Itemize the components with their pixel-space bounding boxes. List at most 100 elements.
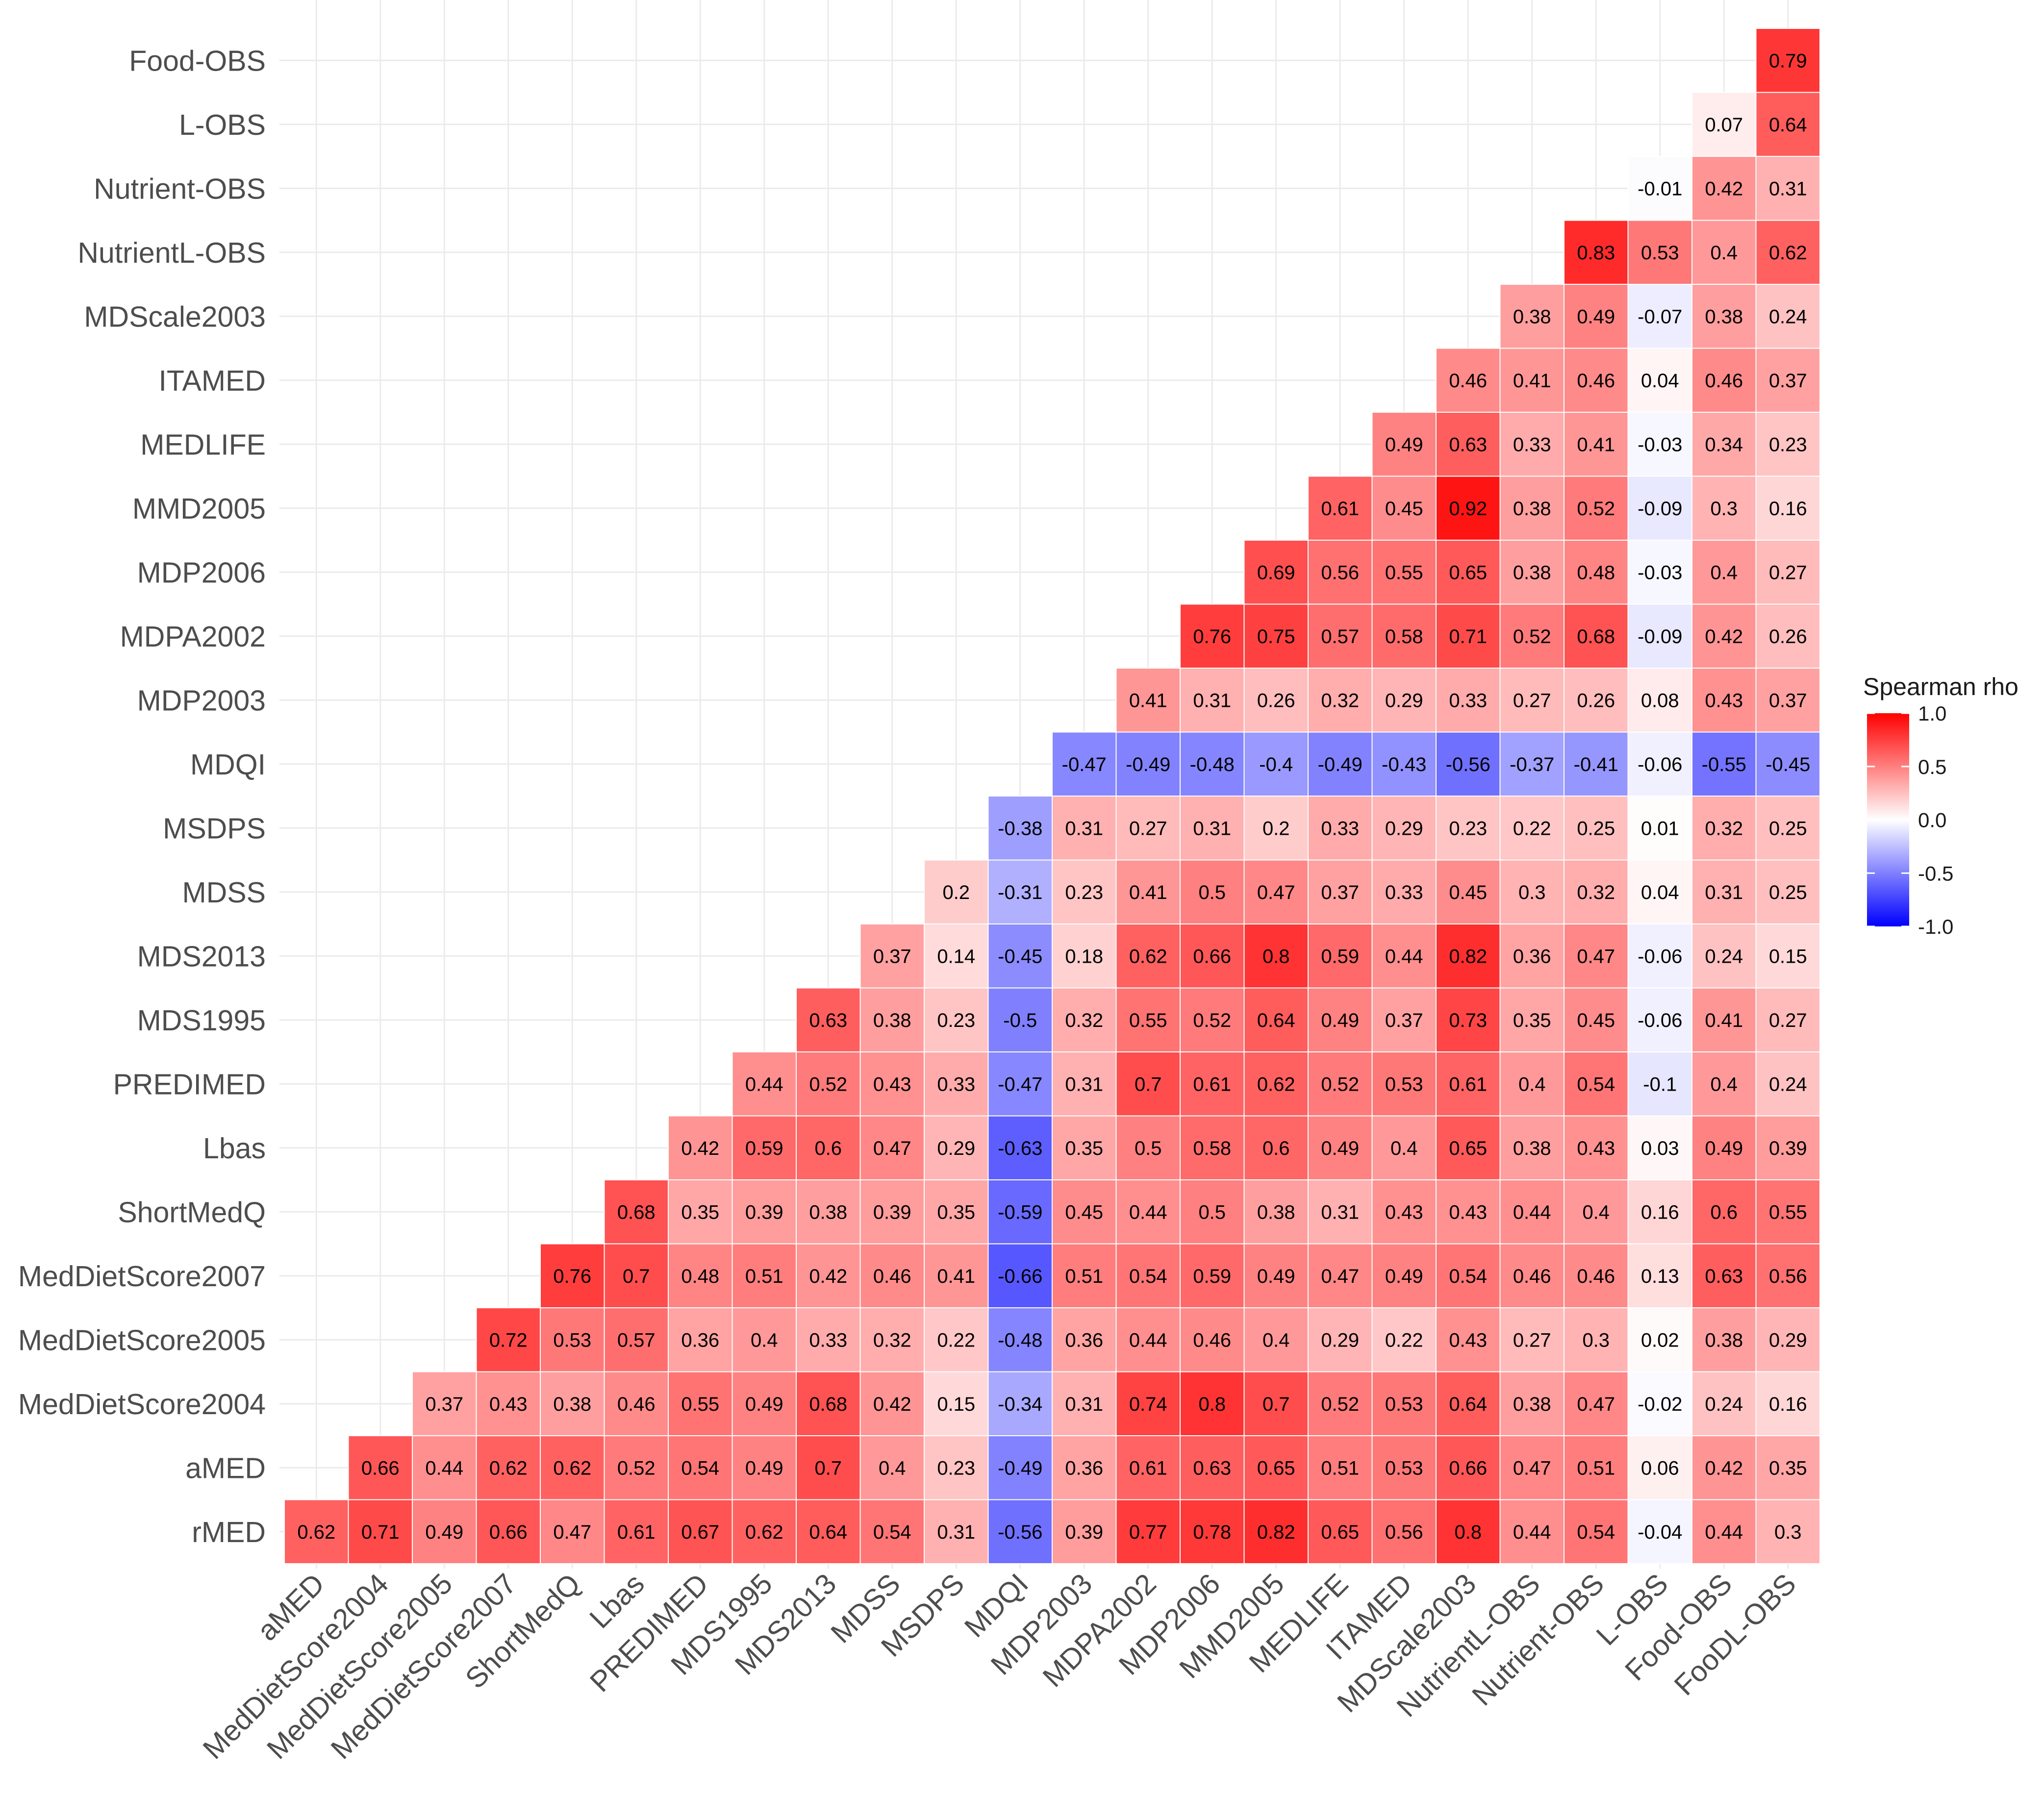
cell-value-label: 0.2 (1262, 818, 1290, 839)
cell-value-label: 0.13 (1641, 1266, 1679, 1287)
cell-value-label: 0.38 (809, 1201, 847, 1223)
cell-value-label: -0.66 (998, 1266, 1042, 1287)
cell-value-label: 0.65 (1257, 1457, 1295, 1479)
cell-value-label: 0.27 (1513, 1329, 1551, 1351)
y-tick-label: Lbas (203, 1132, 266, 1165)
cell-value-label: 0.26 (1257, 690, 1295, 711)
heatmap-cell (1436, 1243, 1501, 1308)
cell-value-label: 0.16 (1769, 1394, 1807, 1415)
cell-value-label: 0.3 (1710, 498, 1738, 520)
cell-value-label: 0.31 (1769, 178, 1807, 200)
heatmap-cell (1115, 987, 1181, 1052)
heatmap-cell (1115, 1179, 1181, 1245)
cell-value-label: 0.38 (873, 1010, 911, 1031)
cell-value-label: 0.64 (809, 1522, 847, 1543)
heatmap-cell (924, 1115, 989, 1180)
cell-value-label: 0.45 (1577, 1010, 1615, 1031)
heatmap-cell (987, 1435, 1053, 1500)
cell-value-label: 0.22 (937, 1329, 975, 1351)
cell-value-label: 0.65 (1321, 1522, 1359, 1543)
cell-value-label: 0.65 (1449, 1138, 1487, 1159)
cell-value-label: 0.33 (937, 1073, 975, 1095)
cell-value-label: 0.36 (1065, 1457, 1103, 1479)
cell-value-label: -0.03 (1638, 562, 1682, 583)
cell-value-label: 0.31 (1193, 690, 1231, 711)
heatmap-cell (412, 1435, 477, 1500)
heatmap-cell (1564, 1115, 1629, 1180)
y-tick-label: MDS2013 (137, 940, 266, 973)
heatmap-cell (1308, 475, 1373, 541)
cell-value-label: 0.46 (1513, 1266, 1551, 1287)
cell-value-label: 0.52 (1513, 626, 1551, 648)
heatmap-cell (732, 1435, 797, 1500)
cell-value-label: 0.32 (1705, 818, 1743, 839)
cell-value-label: 0.43 (489, 1394, 528, 1415)
cell-value-label: 0.52 (1577, 498, 1615, 520)
heatmap-cell (987, 1371, 1053, 1436)
heatmap-cell (540, 1435, 605, 1500)
y-tick-label: NutrientL-OBS (77, 237, 266, 269)
heatmap-cell (1371, 1243, 1437, 1308)
cell-value-label: -0.06 (1638, 1010, 1682, 1031)
heatmap-cell (1691, 348, 1757, 413)
heatmap-cell (1755, 156, 1820, 221)
cell-value-label: 0.63 (1449, 434, 1487, 455)
cell-value-label: -0.55 (1702, 754, 1746, 775)
heatmap-cell (1499, 1051, 1565, 1117)
cell-value-label: 0.44 (1705, 1522, 1743, 1543)
cell-value-label: 0.43 (873, 1073, 911, 1095)
cell-value-label: 0.75 (1257, 626, 1295, 648)
heatmap-cell (1627, 603, 1692, 669)
cell-value-label: 0.03 (1641, 1138, 1679, 1159)
cell-value-label: -0.09 (1638, 498, 1682, 520)
cell-value-label: 0.47 (1257, 882, 1295, 903)
cell-value-label: 0.49 (1577, 306, 1615, 327)
cell-value-label: 0.57 (1321, 626, 1359, 648)
cell-value-label: 0.47 (873, 1138, 911, 1159)
heatmap-cell (1436, 859, 1501, 924)
heatmap-cell (1052, 731, 1117, 797)
heatmap-cell (476, 1307, 541, 1372)
heatmap-cell (1691, 603, 1757, 669)
heatmap-cell (1755, 92, 1820, 157)
heatmap-cell (540, 1243, 605, 1308)
cell-value-label: 0.43 (1705, 690, 1743, 711)
heatmap-cell (796, 1115, 861, 1180)
heatmap-cell (732, 1179, 797, 1245)
heatmap-cell (1243, 1243, 1309, 1308)
heatmap-cell (732, 1371, 797, 1436)
cell-value-label: 0.68 (617, 1201, 656, 1223)
cell-value-label: 0.45 (1065, 1201, 1103, 1223)
heatmap-cell (1499, 668, 1565, 733)
heatmap-cell (859, 1371, 925, 1436)
cell-value-label: 0.42 (681, 1138, 719, 1159)
heatmap-cell (1180, 1307, 1245, 1372)
cell-value-label: 0.38 (1513, 562, 1551, 583)
cell-value-label: -0.02 (1638, 1394, 1682, 1415)
heatmap-cell (1691, 92, 1757, 157)
cell-value-label: 0.36 (1513, 946, 1551, 967)
heatmap-cell (1052, 1115, 1117, 1180)
heatmap-cell (1308, 1307, 1373, 1372)
cell-value-label: 0.38 (1513, 1394, 1551, 1415)
cell-value-label: 0.69 (1257, 562, 1295, 583)
heatmap-cell (1564, 668, 1629, 733)
heatmap-cell (1691, 475, 1757, 541)
cell-value-label: 0.65 (1449, 562, 1487, 583)
cell-value-label: 0.71 (361, 1522, 400, 1543)
cell-value-label: 0.54 (873, 1522, 911, 1543)
heatmap-cell (1436, 348, 1501, 413)
heatmap-cell (1371, 1499, 1437, 1564)
heatmap-cell (1436, 1435, 1501, 1500)
cell-value-label: 0.76 (553, 1266, 591, 1287)
cell-value-label: 0.58 (1193, 1138, 1231, 1159)
heatmap-cell (1627, 348, 1692, 413)
heatmap-cell (1243, 987, 1309, 1052)
heatmap-cell (1243, 603, 1309, 669)
cell-value-label: 0.73 (1449, 1010, 1487, 1031)
heatmap-cell (1371, 859, 1437, 924)
heatmap-cell (924, 1179, 989, 1245)
cell-value-label: 0.53 (553, 1329, 591, 1351)
cell-value-label: 0.44 (425, 1457, 463, 1479)
cell-value-label: 0.25 (1769, 882, 1807, 903)
